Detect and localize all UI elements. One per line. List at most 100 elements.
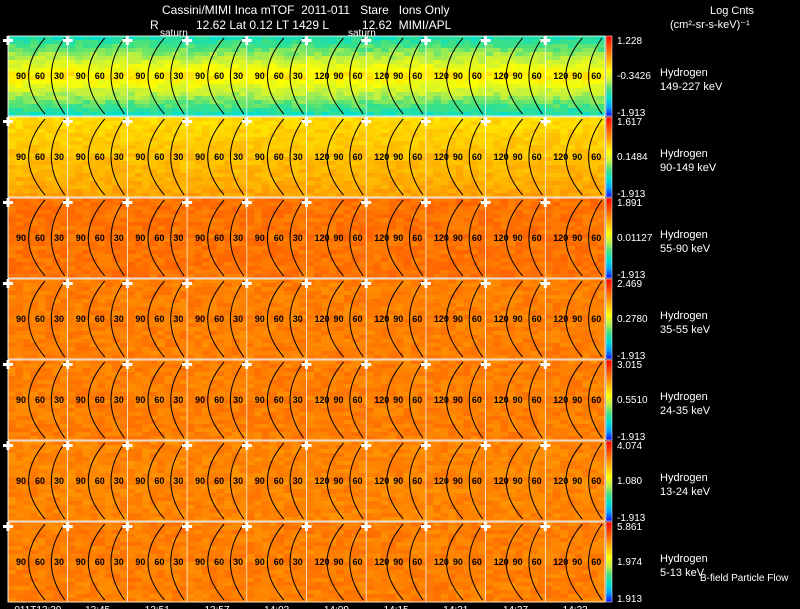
contour-level-label: 90 bbox=[513, 557, 523, 567]
contour-line bbox=[229, 361, 245, 439]
contour-level-label: 90 bbox=[195, 476, 205, 486]
cross-marker bbox=[62, 120, 73, 123]
contour-line bbox=[528, 523, 543, 601]
contour-level-label: 90 bbox=[334, 476, 344, 486]
colorbar-max-label: 1.891 bbox=[617, 198, 642, 209]
contour-level-label: 90 bbox=[16, 152, 26, 162]
contour-level-label: 120 bbox=[494, 395, 509, 405]
contour-line bbox=[349, 523, 364, 601]
contour-level-label: 120 bbox=[494, 71, 509, 81]
panel-7: 90 60 30 90 60 30 90 60 30 90 60 30 90 60 30 120 90 60 120… bbox=[3, 521, 708, 605]
contour-line bbox=[147, 118, 165, 196]
contour-line bbox=[409, 442, 424, 520]
contour-level-label: 60 bbox=[591, 71, 601, 81]
contour-level-label: 90 bbox=[572, 557, 582, 567]
contour-level-label: 60 bbox=[274, 71, 284, 81]
cross-marker bbox=[122, 39, 133, 42]
contour-level-label: 90 bbox=[393, 233, 403, 243]
cross-marker bbox=[540, 363, 551, 366]
contour-line bbox=[468, 280, 484, 358]
contour-line bbox=[50, 199, 66, 277]
contour-line bbox=[50, 37, 66, 115]
cross-marker bbox=[301, 363, 312, 366]
colorbar-mid-label: -0.3426 bbox=[617, 71, 651, 82]
contour-level-label: 90 bbox=[513, 71, 523, 81]
contour-level-label: 90 bbox=[255, 314, 265, 324]
cross-marker bbox=[62, 201, 73, 204]
contour-level-label: 30 bbox=[233, 71, 243, 81]
contour-level-label: 90 bbox=[255, 71, 265, 81]
contour-level-label: 30 bbox=[233, 476, 243, 486]
panel-1: 90 60 30 90 60 30 90 60 30 90 60 30 90 60 30 120 90 60 120… bbox=[3, 35, 723, 119]
contour-level-label: 30 bbox=[173, 233, 183, 243]
cross-marker bbox=[241, 39, 252, 42]
contour-level-label: 60 bbox=[154, 476, 164, 486]
contour-line bbox=[386, 361, 404, 439]
contour-level-label: 60 bbox=[412, 314, 422, 324]
panel-border bbox=[7, 116, 606, 198]
cross-marker bbox=[182, 444, 193, 447]
colorbar-mid-label: 0.01127 bbox=[617, 233, 653, 244]
contour-level-label: 60 bbox=[154, 71, 164, 81]
cross-marker bbox=[480, 39, 491, 42]
contour-level-label: 120 bbox=[434, 476, 449, 486]
contour-level-label: 60 bbox=[35, 233, 45, 243]
contour-line bbox=[87, 280, 106, 358]
colorbar-mid-label: 1.974 bbox=[617, 557, 642, 568]
contour-line bbox=[147, 280, 165, 358]
contour-level-label: 60 bbox=[214, 71, 224, 81]
contour-line bbox=[289, 199, 304, 277]
contour-level-label: 60 bbox=[214, 476, 224, 486]
contour-line bbox=[565, 523, 583, 601]
contour-line bbox=[528, 442, 543, 520]
cross-marker bbox=[241, 120, 252, 123]
contour-level-label: 90 bbox=[76, 233, 86, 243]
contour-line bbox=[207, 442, 225, 520]
position-info: 12.62 Lat 0.12 LT 1429 L 12.62 MIMI/APL bbox=[196, 18, 452, 32]
contour-line bbox=[349, 442, 364, 520]
contour-level-label: 60 bbox=[532, 395, 542, 405]
contour-level-label: 60 bbox=[472, 314, 482, 324]
cross-marker bbox=[361, 444, 372, 447]
contour-level-label: 60 bbox=[353, 233, 363, 243]
contour-line bbox=[326, 523, 344, 601]
colorbar-max-label: 3.015 bbox=[617, 360, 642, 371]
x-tick-label: 13:45 bbox=[85, 605, 110, 609]
contour-line bbox=[229, 118, 245, 196]
contour-level-label: 120 bbox=[315, 476, 330, 486]
contour-line bbox=[528, 118, 543, 196]
contour-level-label: 60 bbox=[95, 152, 105, 162]
contour-level-label: 90 bbox=[334, 152, 344, 162]
cross-marker bbox=[62, 363, 73, 366]
contour-line bbox=[147, 442, 165, 520]
contour-line bbox=[326, 37, 344, 115]
cross-marker bbox=[301, 39, 312, 42]
contour-line bbox=[28, 37, 46, 115]
contour-line bbox=[207, 280, 225, 358]
contour-level-label: 90 bbox=[572, 476, 582, 486]
cross-marker bbox=[122, 363, 133, 366]
contour-level-label: 120 bbox=[494, 314, 509, 324]
contour-line bbox=[87, 37, 106, 115]
contour-level-label: 60 bbox=[154, 395, 164, 405]
contour-level-label: 60 bbox=[472, 233, 482, 243]
contour-level-label: 60 bbox=[95, 395, 105, 405]
contour-level-label: 90 bbox=[76, 314, 86, 324]
contour-level-label: 120 bbox=[434, 152, 449, 162]
contour-level-label: 60 bbox=[591, 557, 601, 567]
contour-level-label: 120 bbox=[315, 233, 330, 243]
contour-level-label: 90 bbox=[334, 71, 344, 81]
contour-line bbox=[446, 118, 464, 196]
contour-level-label: 30 bbox=[114, 71, 124, 81]
contour-level-label: 90 bbox=[334, 314, 344, 324]
contour-line bbox=[468, 118, 484, 196]
contour-level-label: 120 bbox=[494, 233, 509, 243]
contour-line bbox=[170, 280, 185, 358]
contour-line bbox=[50, 361, 66, 439]
contour-line bbox=[110, 442, 125, 520]
cross-marker bbox=[122, 282, 133, 285]
contour-line bbox=[147, 37, 165, 115]
contour-level-label: 30 bbox=[293, 233, 303, 243]
contour-level-label: 120 bbox=[374, 395, 389, 405]
